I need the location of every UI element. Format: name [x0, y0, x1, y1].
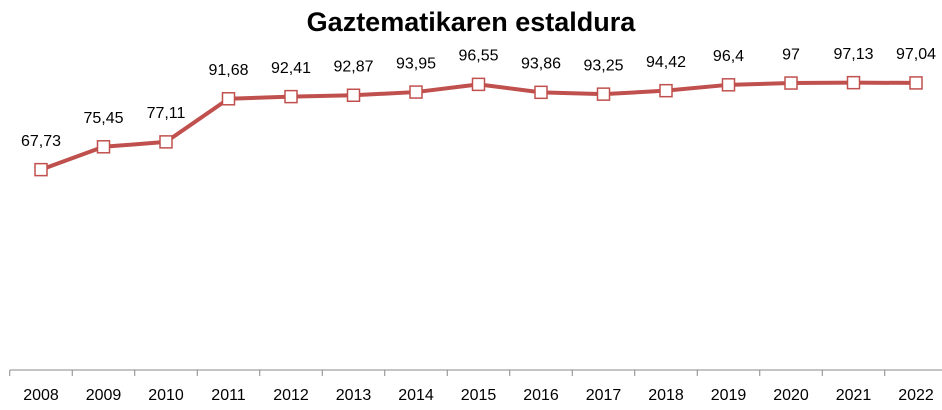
x-tick-label: 2008	[23, 387, 59, 404]
marker	[159, 135, 173, 149]
value-label: 97,13	[833, 46, 873, 63]
value-label: 96,55	[458, 48, 498, 65]
value-label: 92,87	[333, 58, 373, 75]
value-label: 67,73	[21, 133, 61, 150]
x-tick-label: 2010	[148, 387, 184, 404]
marker	[221, 92, 236, 106]
x-tick-label: 2015	[461, 387, 497, 404]
value-label: 93,95	[396, 55, 436, 72]
x-tick-label: 2009	[86, 387, 122, 404]
marker	[909, 76, 923, 90]
marker	[284, 89, 298, 104]
value-label: 96,4	[713, 48, 744, 65]
value-label: 93,86	[521, 56, 561, 73]
chart-title: Gaztematikaren estaldura	[307, 7, 637, 37]
marker	[534, 85, 548, 100]
marker	[409, 85, 423, 99]
value-label: 75,45	[83, 110, 123, 127]
marker	[596, 87, 611, 101]
x-tick-label: 2020	[773, 387, 809, 404]
x-tick-label: 2016	[523, 387, 559, 404]
marker	[846, 75, 861, 90]
marker	[659, 83, 673, 98]
x-tick-label: 2012	[273, 387, 309, 404]
value-label: 77,11	[147, 105, 186, 122]
x-tick-label: 2021	[836, 387, 872, 404]
value-label: 94,42	[646, 54, 686, 71]
line	[40, 80, 917, 172]
x-tick-label: 2013	[336, 387, 372, 404]
marker	[34, 162, 48, 177]
x-tick-label: 2017	[586, 387, 622, 404]
x-tick-label: 2019	[711, 387, 747, 404]
marker	[96, 140, 111, 154]
x-tick-label: 2018	[648, 387, 684, 404]
value-label: 97,04	[896, 46, 936, 63]
x-tick-label: 2022	[898, 387, 934, 404]
value-label: 97	[782, 46, 800, 63]
value-label: 93,25	[583, 57, 623, 74]
marker	[346, 88, 361, 103]
value-label: 92,41	[271, 60, 311, 77]
marker	[721, 78, 736, 92]
value-label: 91,68	[208, 62, 248, 79]
marker	[471, 77, 486, 92]
x-tick-label: 2014	[398, 387, 434, 404]
x-tick-label: 2011	[211, 387, 246, 404]
marker	[784, 76, 798, 90]
